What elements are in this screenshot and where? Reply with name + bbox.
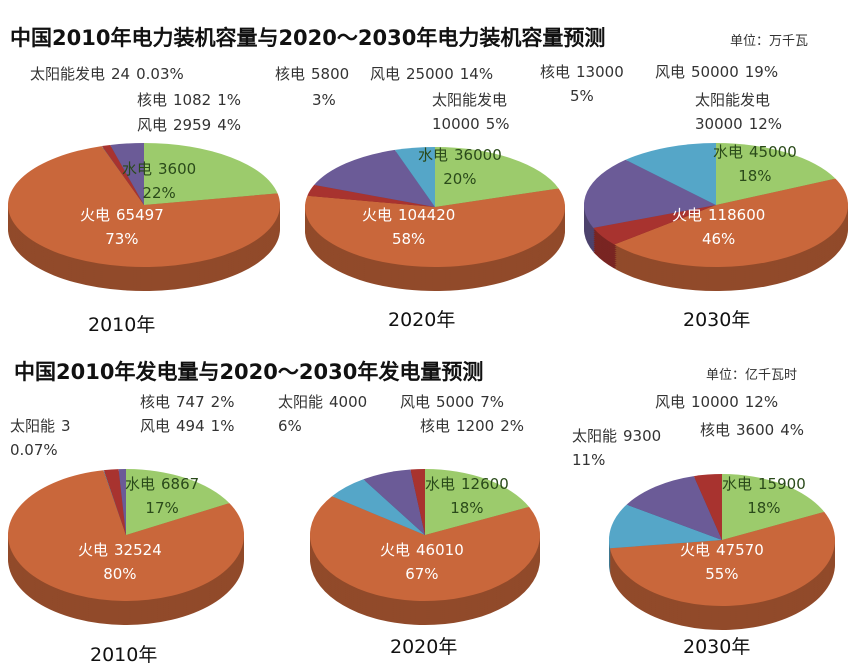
label-wind: 风电 494 1% [140, 417, 235, 435]
pie-slice-太阳能发电 [394, 147, 435, 207]
label-nuclear: 核电 5800 [275, 65, 350, 83]
pie-slice-风电 [118, 469, 126, 535]
pie-slice-水电 [435, 147, 559, 207]
pie-slice-水电 [716, 143, 836, 205]
label-solar: 太阳能 3 0.07% [10, 417, 71, 459]
label-hydro: 水电 6867 17% [125, 475, 200, 517]
pie-slice-核电 [101, 144, 144, 205]
pie-slice-风电 [626, 476, 722, 540]
year-label: 2020年 [388, 309, 456, 331]
pie-slice-火电 [305, 188, 565, 267]
label-wind: 风电 10000 12% [655, 393, 779, 411]
pie-slice-核电 [307, 184, 435, 207]
label-nuclear: 核电 747 2% [140, 393, 235, 411]
year-label: 2010年 [88, 314, 156, 336]
pie-slice-太阳能 [331, 479, 425, 535]
pie-slice-核电 [593, 205, 716, 245]
year-label: 2020年 [390, 636, 458, 658]
label-solar: 太阳能 9300 11% [572, 427, 662, 469]
label-wind: 风电 50000 19% [655, 63, 779, 81]
label-solar: 太阳能发电 10000 5% [432, 91, 510, 133]
year-label: 2010年 [90, 644, 158, 666]
pie-chart-3 [7, 469, 244, 626]
label-hydro: 水电 45000 18% [713, 143, 797, 185]
pie-slice-核电 [693, 474, 722, 540]
label-wind: 风电 5000 7% [400, 393, 504, 411]
year-label: 2030年 [683, 309, 751, 331]
pie-slice-火电 [614, 178, 848, 267]
label-solar: 太阳能发电 24 0.03% [30, 65, 184, 83]
pie-slice-水电 [722, 474, 825, 540]
label-hydro: 水电 15900 18% [722, 475, 806, 517]
label-nuclear-pct: 3% [312, 91, 336, 109]
pie-slice-核电 [410, 469, 425, 535]
pie-slice-核电 [103, 469, 126, 535]
pie-slice-太阳能 [103, 470, 126, 535]
label-thermal: 火电 47570 55% [680, 541, 764, 583]
pie-slice-太阳能发电 [101, 146, 144, 205]
label-thermal: 火电 118600 46% [672, 206, 766, 248]
year-label: 2030年 [683, 636, 751, 658]
pie-slice-风电 [363, 469, 425, 535]
pie-slice-太阳能发电 [625, 143, 716, 205]
label-thermal: 火电 65497 73% [80, 206, 164, 248]
pie-slice-火电 [7, 470, 244, 601]
pie-chart-4 [310, 469, 540, 625]
label-thermal: 火电 104420 58% [362, 206, 456, 248]
pie-slice-风电 [314, 149, 435, 207]
pie-chart-2 [584, 143, 848, 291]
label-hydro: 水电 36000 20% [418, 146, 502, 188]
pie-slice-水电 [126, 469, 230, 535]
label-thermal: 火电 46010 67% [380, 541, 464, 583]
pie-slice-风电 [584, 159, 716, 228]
label-nuclear: 核电 3600 4% [700, 421, 804, 439]
capacity-title: 中国2010年电力装机容量与2020～2030年电力装机容量预测 [10, 26, 606, 50]
label-solar: 太阳能 4000 6% [278, 393, 368, 435]
pie-chart-0 [8, 143, 281, 291]
generation-title: 中国2010年发电量与2020～2030年发电量预测 [14, 360, 484, 384]
pie-slice-火电 [609, 511, 836, 606]
pie-slice-火电 [310, 496, 540, 601]
pie-slice-风电 [110, 143, 144, 205]
label-nuclear: 核电 1200 2% [420, 417, 524, 435]
label-hydro: 水电 12600 18% [425, 475, 509, 517]
label-solar: 太阳能发电 30000 12% [695, 91, 783, 133]
pie-slice-水电 [425, 469, 530, 535]
label-thermal: 火电 32524 80% [78, 541, 162, 583]
label-nuclear: 核电 1082 1% [137, 91, 241, 109]
pie-slice-水电 [144, 143, 278, 205]
generation-unit: 单位：亿千瓦时 [706, 368, 798, 383]
pie-chart-1 [305, 147, 565, 291]
pie-chart-5 [609, 474, 836, 630]
label-wind: 风电 2959 4% [137, 116, 241, 134]
label-nuclear: 核电 13000 5% [540, 63, 624, 105]
label-hydro: 水电 3600 22% [122, 160, 197, 202]
pie-slice-火电 [8, 146, 281, 267]
pie-slice-太阳能 [609, 504, 722, 549]
capacity-unit: 单位：万千瓦 [730, 34, 809, 49]
label-wind: 风电 25000 14% [370, 65, 494, 83]
